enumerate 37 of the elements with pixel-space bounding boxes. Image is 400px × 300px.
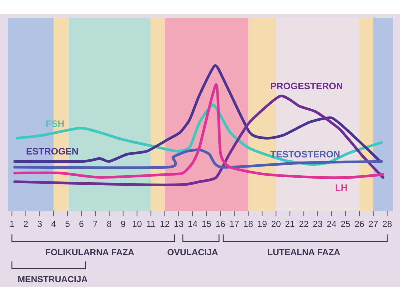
x-tick-label: 6 — [80, 221, 84, 228]
text: FOLIKULARNA FAZA — [46, 249, 134, 256]
x-tick-label: 20 — [272, 221, 281, 228]
x-tick-label: 25 — [341, 221, 350, 228]
x-tick-label: 15 — [202, 221, 212, 228]
series-label: FSH — [46, 120, 64, 128]
x-tick-label: 28 — [382, 221, 392, 228]
x-tick-label: 16 — [216, 221, 226, 228]
x-tick-label: 5 — [66, 221, 70, 228]
x-tick-label: 13 — [174, 221, 184, 228]
x-tick-label: 21 — [286, 221, 295, 228]
x-tick-label: 9 — [121, 221, 126, 228]
series-label: ESTROGEN — [26, 148, 78, 155]
x-tick-label: 23 — [313, 221, 322, 228]
x-tick-label: 26 — [355, 221, 364, 228]
text: MENSTRUACIJA — [18, 276, 88, 283]
x-tick-label: 10 — [133, 221, 142, 228]
x-tick-label: 18 — [244, 221, 253, 228]
text: OVULACIJA — [168, 249, 218, 256]
x-tick-label: 22 — [300, 221, 308, 228]
series-label: LH — [336, 184, 348, 191]
x-tick-label: 4 — [52, 221, 56, 228]
x-tick-label: 8 — [107, 221, 112, 228]
x-tick-label: 17 — [230, 221, 240, 228]
x-tick-label: 3 — [38, 221, 42, 228]
x-tick-label: 14 — [188, 221, 198, 228]
series-label: PROGESTERON — [271, 82, 342, 90]
x-tick-label: 1 — [10, 221, 14, 228]
x-tick-label: 11 — [147, 221, 156, 228]
x-tick-label: 7 — [94, 221, 98, 228]
series-label: TESTOSTERON — [270, 151, 340, 158]
x-tick-label: 19 — [258, 221, 267, 228]
x-tick-label: 12 — [160, 221, 170, 228]
x-tick-label: 2 — [24, 221, 28, 228]
text: LUTEALNA FAZA — [268, 249, 340, 256]
x-tick-label: 24 — [327, 221, 336, 228]
x-tick-label: 27 — [369, 221, 378, 228]
